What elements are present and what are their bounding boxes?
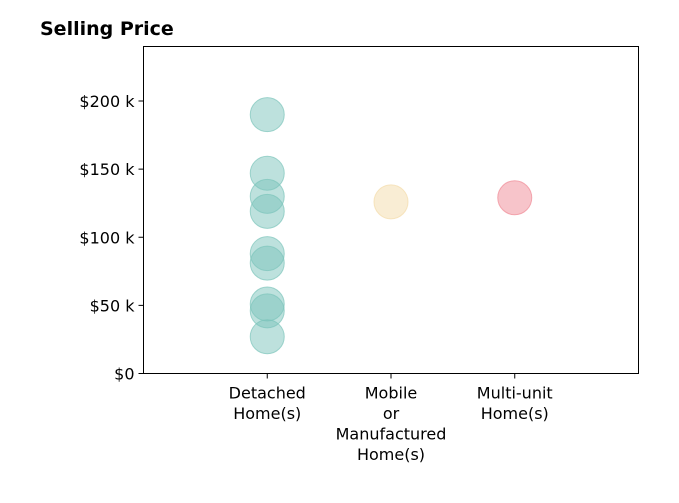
data-point: [497, 180, 533, 216]
data-point: [249, 245, 285, 281]
x-tick-label: Mobile or Manufactured Home(s): [336, 384, 447, 465]
y-tick-label: $50 k: [90, 296, 136, 315]
x-tick-label: Detached Home(s): [229, 384, 306, 424]
y-axis: $0 $50 k $100 k $150 k $200 k: [79, 92, 144, 384]
x-tick-label-line: Manufactured: [336, 425, 447, 444]
data-point: [249, 97, 285, 133]
x-tick-label-line: Mobile: [365, 384, 417, 403]
x-tick-label-line: Home(s): [481, 404, 549, 423]
x-tick-label-line: Detached: [229, 384, 306, 403]
x-tick-label: Multi-unit Home(s): [477, 384, 553, 424]
y-tick-label: $0: [114, 365, 134, 384]
data-point: [373, 184, 409, 220]
x-tick-label-line: Home(s): [233, 404, 301, 423]
x-tick-label-line: or: [383, 404, 400, 423]
x-axis: Detached Home(s)Mobile or Manufactured Home(…: [229, 373, 553, 465]
chart-title: Selling Price: [40, 18, 174, 40]
y-tick-label: $150 k: [79, 160, 135, 179]
x-tick-label-line: Multi-unit: [477, 384, 553, 403]
y-tick-label: $100 k: [79, 228, 135, 247]
data-point: [249, 319, 285, 355]
x-tick-label-line: Home(s): [357, 445, 425, 464]
data-points: [249, 97, 533, 355]
y-tick-label: $200 k: [79, 92, 135, 111]
data-point: [249, 193, 285, 229]
